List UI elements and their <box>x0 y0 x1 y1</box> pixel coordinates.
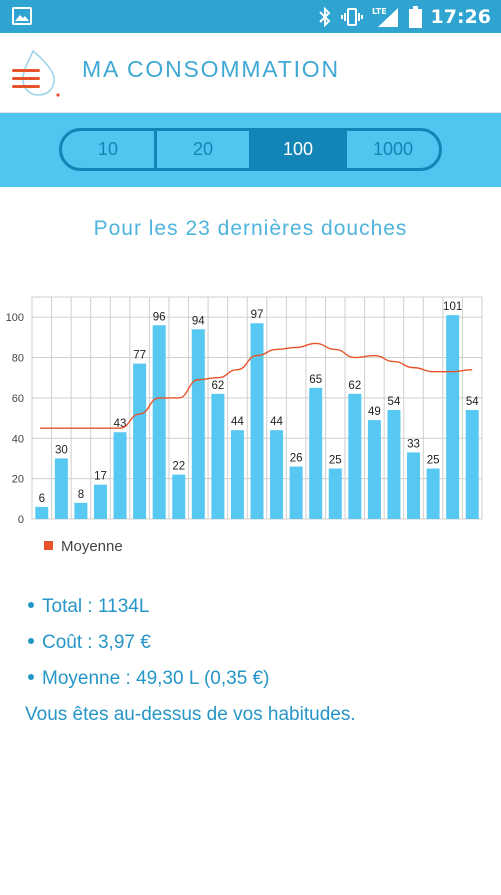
chart-bar <box>172 474 186 519</box>
chart-bar <box>348 393 362 519</box>
bar-value-label: 97 <box>251 309 264 321</box>
period-segmented-control: 10 20 100 1000 <box>59 128 442 171</box>
image-icon <box>12 7 32 25</box>
app-header: MA CONSOMMATION <box>0 33 501 113</box>
network-label: LTE <box>372 7 387 16</box>
bar-value-label: 17 <box>94 471 107 483</box>
summary-average-line: Moyenne : 49,30 L (0,35 €) <box>25 664 485 700</box>
bar-value-label: 96 <box>153 311 166 323</box>
bar-value-label: 33 <box>407 438 420 450</box>
bullet-dot <box>28 673 34 680</box>
chart-bar <box>328 468 342 519</box>
bullet-dot <box>28 637 34 644</box>
bar-value-label: 62 <box>211 380 224 392</box>
chart-bar <box>309 387 323 519</box>
period-selector-bar: 10 20 100 1000 <box>0 113 501 187</box>
bar-value-label: 22 <box>172 461 185 473</box>
status-bar: LTE 17:26 <box>0 0 501 33</box>
consumption-chart: 0204060801006308174377962294624497442665… <box>6 296 483 555</box>
average-line <box>40 342 473 429</box>
legend-swatch <box>44 541 53 550</box>
summary-cost-line: Coût : 3,97 € <box>25 628 485 664</box>
chart-bar <box>387 410 401 519</box>
y-tick-label: 20 <box>12 474 24 486</box>
chart-bar <box>289 466 303 519</box>
bluetooth-icon <box>318 6 330 27</box>
chart-bar <box>35 506 49 519</box>
clock: 17:26 <box>430 5 491 28</box>
bar-value-label: 94 <box>192 315 205 327</box>
chart-bar <box>54 458 68 519</box>
chart-bar <box>230 430 244 519</box>
y-tick-label: 100 <box>6 312 24 324</box>
bar-value-label: 62 <box>348 380 361 392</box>
segment-1000[interactable]: 1000 <box>372 139 414 159</box>
bar-value-label: 25 <box>427 455 440 467</box>
chart-bar <box>250 323 264 519</box>
chart-bar <box>152 325 166 519</box>
battery-icon <box>408 5 422 28</box>
bar-value-label: 54 <box>388 396 401 408</box>
bullet-dot <box>28 601 34 608</box>
signal-icon: LTE <box>372 7 398 27</box>
bar-value-label: 6 <box>39 493 45 505</box>
chart-bar <box>446 315 460 519</box>
page-title: MA CONSOMMATION <box>82 56 340 82</box>
chart-bar <box>191 329 205 519</box>
bar-value-label: 77 <box>133 350 146 362</box>
bar-value-label: 49 <box>368 406 381 418</box>
bar-value-label: 26 <box>290 453 303 465</box>
chart-bar <box>133 363 147 519</box>
chart-bar <box>367 420 381 519</box>
summary-total: Total : 1134L <box>42 596 150 617</box>
chart-bar <box>465 410 479 519</box>
bar-value-label: 44 <box>270 416 283 428</box>
chart-bar <box>211 393 225 519</box>
summary-total-line: Total : 1134L <box>25 592 485 628</box>
bar-value-label: 54 <box>466 396 479 408</box>
y-tick-label: 0 <box>18 514 24 526</box>
segment-100[interactable]: 100 <box>252 131 347 168</box>
bar-value-label: 65 <box>309 374 322 386</box>
chart-bar <box>407 452 421 519</box>
chart-bar <box>426 468 440 519</box>
summary-note: Vous êtes au-dessus de vos habitudes. <box>25 704 356 725</box>
bar-value-label: 25 <box>329 455 342 467</box>
chart-bar <box>74 502 88 519</box>
bar-value-label: 8 <box>78 489 84 501</box>
menu-drop-icon <box>12 49 60 97</box>
chart-bar <box>113 432 127 519</box>
bar-value-label: 101 <box>443 301 462 313</box>
bar-value-label: 44 <box>231 416 244 428</box>
y-tick-label: 80 <box>12 353 24 365</box>
bar-value-label: 30 <box>55 444 68 456</box>
y-tick-label: 40 <box>12 433 24 445</box>
summary-average: Moyenne : 49,30 L (0,35 €) <box>42 668 270 689</box>
segment-20[interactable]: 20 <box>157 131 252 168</box>
y-tick-label: 60 <box>12 393 24 405</box>
segment-10[interactable]: 10 <box>62 131 157 168</box>
summary: Total : 1134L Coût : 3,97 € Moyenne : 49… <box>25 592 485 736</box>
vibrate-icon <box>340 7 363 26</box>
legend-label: Moyenne <box>61 538 123 555</box>
chart-bar <box>93 484 107 519</box>
summary-cost: Coût : 3,97 € <box>42 632 151 653</box>
chart-bar <box>270 430 284 519</box>
chart-subtitle: Pour les 23 dernières douches <box>93 217 408 240</box>
menu-button[interactable] <box>8 47 68 99</box>
